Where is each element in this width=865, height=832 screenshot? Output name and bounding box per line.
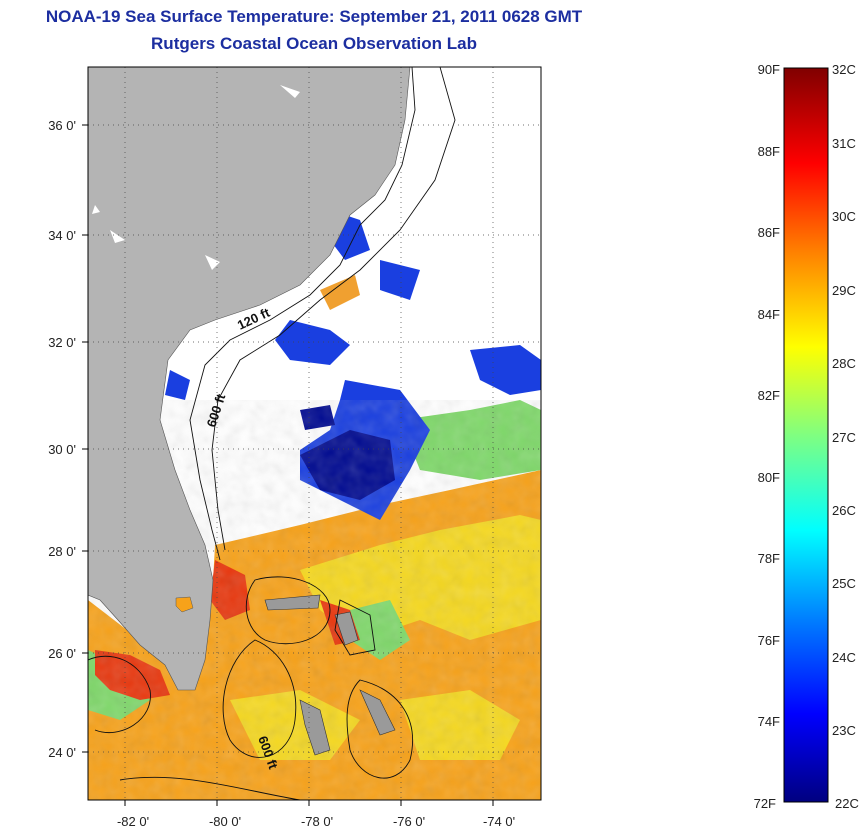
map-title: NOAA-19 Sea Surface Temperature: Septemb…	[45, 7, 583, 26]
colorbar-c-label: 22C	[835, 796, 859, 811]
colorbar-c-label: 30C	[832, 209, 856, 224]
lon-tick-label: -82 0'	[117, 814, 149, 829]
colorbar-f-label: 82F	[758, 388, 780, 403]
colorbar-f-label: 72F	[754, 796, 776, 811]
colorbar-f-label: 80F	[758, 470, 780, 485]
graticule	[88, 67, 541, 800]
lat-tick-label: 36 0'	[48, 118, 76, 133]
lake-okeechobee	[175, 596, 194, 613]
sst-orange-tongue	[320, 275, 360, 310]
lon-tick-label: -74 0'	[483, 814, 515, 829]
lat-tick-label: 30 0'	[48, 442, 76, 457]
colorbar-c-label: 29C	[832, 283, 856, 298]
colorbar-c-label: 27C	[832, 430, 856, 445]
colorbar-f-label: 78F	[758, 551, 780, 566]
lat-tick-label: 34 0'	[48, 228, 76, 243]
lon-tick-label: -78 0'	[301, 814, 333, 829]
colorbar-f-label: 88F	[758, 144, 780, 159]
land-mainland	[88, 67, 411, 691]
colorbar	[783, 67, 829, 803]
colorbar-f-label: 86F	[758, 225, 780, 240]
map-frame	[87, 66, 542, 801]
tick-marks	[82, 124, 494, 806]
lon-tick-label: -80 0'	[209, 814, 241, 829]
lon-tick-label: -76 0'	[393, 814, 425, 829]
bathymetry-contours	[88, 67, 456, 800]
colorbar-c-label: 24C	[832, 650, 856, 665]
colorbar-c-label: 26C	[832, 503, 856, 518]
map-plot-area	[88, 67, 541, 800]
colorbar-c-label: 32C	[832, 62, 856, 77]
lat-tick-label: 32 0'	[48, 335, 76, 350]
colorbar-c-label: 28C	[832, 356, 856, 371]
colorbar-f-label: 74F	[758, 714, 780, 729]
colorbar-f-label: 90F	[758, 62, 780, 77]
lat-tick-label: 24 0'	[48, 745, 76, 760]
colorbar-f-label: 76F	[758, 633, 780, 648]
colorbar-c-label: 25C	[832, 576, 856, 591]
colorbar-c-label: 31C	[832, 136, 856, 151]
colorbar-c-label: 23C	[832, 723, 856, 738]
map-subtitle: Rutgers Coastal Ocean Observation Lab	[151, 34, 477, 53]
lat-tick-label: 28 0'	[48, 544, 76, 559]
lat-tick-label: 26 0'	[48, 646, 76, 661]
land-bahamas	[264, 594, 396, 756]
colorbar-f-label: 84F	[758, 307, 780, 322]
